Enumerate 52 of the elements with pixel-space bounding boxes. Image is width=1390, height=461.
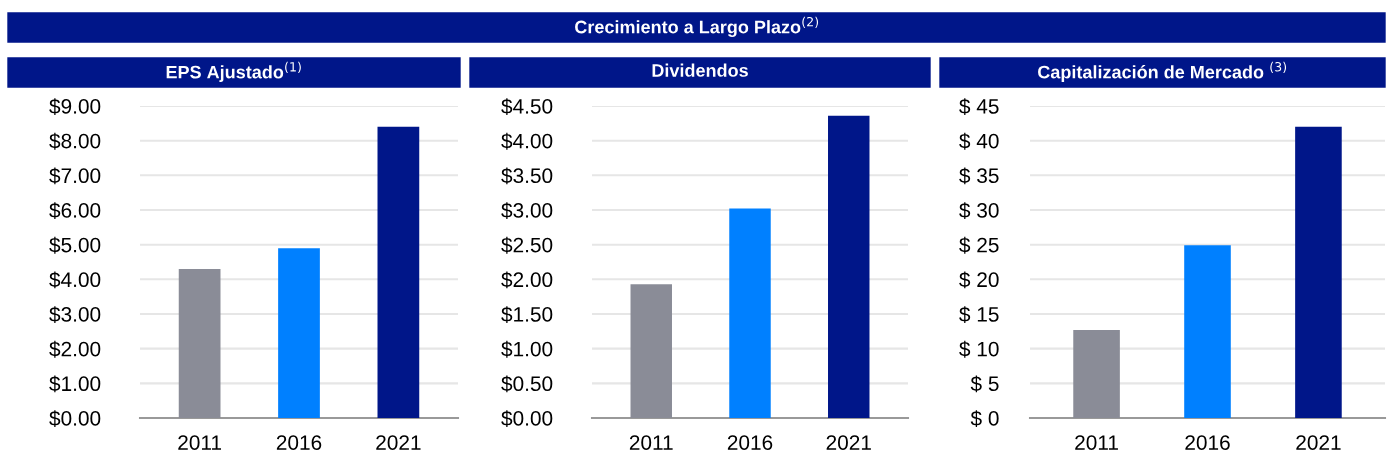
chart-title: Dividendos [652,63,748,77]
y-tick-label: $ 0 [970,410,999,427]
y-tick-label: $ 15 [959,306,999,323]
y-tick-label: $2.00 [501,271,553,289]
y-tick-label: $0.00 [49,410,101,427]
y-tick-label: $ 10 [959,340,999,358]
x-tick-label: 2016 [1185,435,1230,450]
y-tick-label: $2.50 [501,236,553,254]
bar [1073,329,1120,418]
x-tick-label: 2011 [629,435,673,450]
bar [1295,126,1342,418]
y-tick-label: $0.00 [501,410,553,427]
y-tick-label: $1.50 [501,306,553,323]
y-tick-label: $4.50 [501,98,553,115]
bar [1184,245,1231,418]
chart-title: Capitalización de Mercado $^{(3)}$ [1038,61,1287,83]
y-tick-label: $ 45 [959,98,999,115]
x-tick-label: 2021 [1296,435,1341,450]
y-tick-label: $7.00 [49,167,101,185]
y-tick-label: $9.00 [49,98,101,115]
y-tick-label: $ 25 [959,236,999,254]
x-tick-label: 2021 [826,435,871,450]
y-tick-label: $4.00 [49,271,101,289]
x-tick-label: 2011 [1075,435,1118,450]
y-tick-label: $0.50 [501,375,553,393]
y-tick-label: $ 20 [959,271,999,289]
chart-title: EPS Ajustado$^{(1)}$ [166,61,301,83]
bar [278,248,320,418]
y-tick-label: $3.50 [501,167,553,185]
y-tick-label: $1.00 [49,375,101,393]
y-tick-label: $1.00 [501,340,553,358]
bar [828,115,870,418]
bar [377,126,420,418]
y-tick-label: $2.00 [49,340,101,358]
y-tick-label: $6.00 [49,202,101,219]
y-tick-label: $3.00 [49,306,101,323]
y-tick-label: $ 5 [970,375,999,393]
y-tick-label: $ 40 [959,132,999,150]
y-tick-label: $8.00 [49,132,101,150]
y-tick-label: $5.00 [49,236,101,254]
y-tick-label: $ 30 [959,202,999,219]
text: Crecimiento a Largo Plazo$^{(2)}$ [575,16,819,38]
x-tick-label: 2011 [178,435,222,450]
y-tick-label: $ 35 [959,167,999,185]
x-tick-label: 2016 [727,435,773,450]
y-tick-label: $3.00 [501,202,553,219]
x-tick-label: 2016 [276,435,322,450]
bar [630,284,672,418]
y-tick-label: $4.00 [501,132,553,150]
bar [178,268,221,418]
x-tick-label: 2021 [376,435,421,450]
bar [729,208,771,418]
